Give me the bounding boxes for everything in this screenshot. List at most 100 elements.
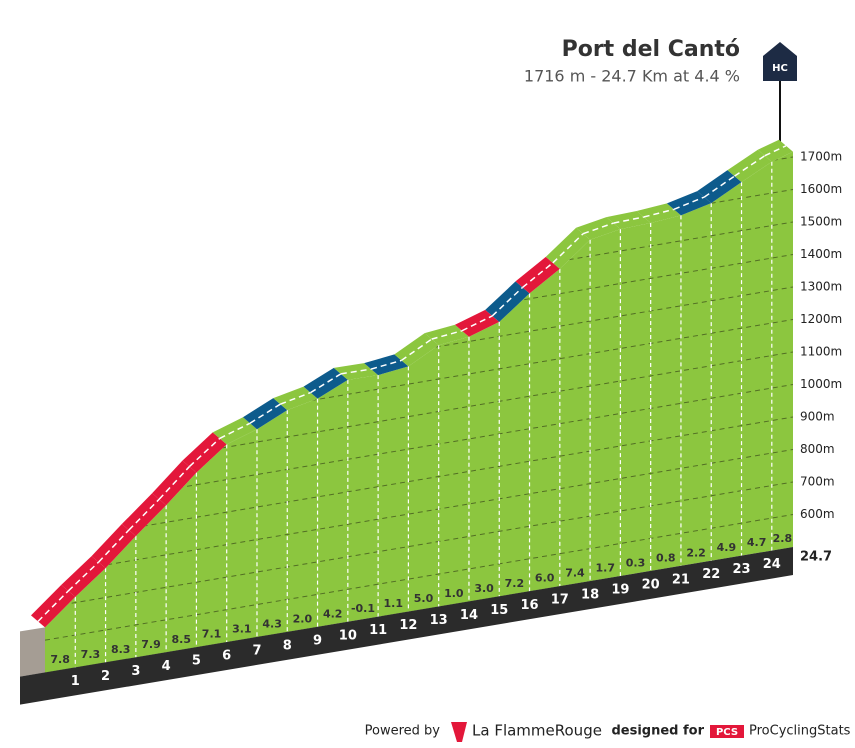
segment-dash — [461, 315, 493, 332]
category-badge — [763, 42, 797, 81]
segment-dash — [98, 529, 130, 563]
km-label: 15 — [490, 603, 508, 618]
km-label: 24 — [763, 557, 781, 572]
segment-dash — [37, 590, 69, 622]
gradient-label: 6.0 — [535, 572, 555, 585]
chart-subtitle: 1716 m - 24.7 Km at 4.4 % — [524, 67, 740, 86]
segment-dash — [764, 145, 787, 157]
distance-label: 24.7 — [800, 550, 832, 565]
segment-dash — [370, 359, 402, 370]
gradient-label: 7.4 — [565, 567, 585, 580]
y-tick-label: 1400m — [800, 247, 842, 261]
segment-dash — [158, 466, 190, 500]
segment-dash — [310, 373, 342, 394]
gradient-label: 7.2 — [505, 577, 525, 590]
gradient-label: 2.2 — [686, 546, 706, 559]
km-label: 7 — [252, 644, 261, 659]
km-label: 5 — [192, 654, 201, 669]
y-tick-label: 900m — [800, 410, 835, 424]
category-label: HC — [772, 63, 788, 74]
km-label: 23 — [732, 562, 750, 577]
footer-powered: Powered by — [365, 724, 441, 739]
grid-line — [45, 514, 793, 641]
km-label: 18 — [581, 588, 599, 603]
segment-dash — [643, 208, 675, 218]
grid-line — [45, 416, 793, 544]
segment-dash — [249, 403, 281, 424]
gradient-label: 1.0 — [444, 587, 464, 600]
y-tick-label: 1600m — [800, 182, 842, 196]
km-label: 12 — [399, 618, 417, 633]
segment-dash — [67, 561, 100, 592]
km-label: 22 — [702, 567, 720, 582]
gradient-label: 4.7 — [747, 536, 767, 549]
gradient-label: 7.8 — [50, 653, 70, 666]
segment-dash — [673, 196, 705, 211]
front-face — [20, 627, 45, 677]
y-tick-label: 600m — [800, 507, 835, 521]
gradient-label: 3.0 — [474, 582, 494, 595]
gradient-label: 0.8 — [656, 551, 676, 564]
gradient-label: 8.3 — [111, 643, 131, 656]
km-label: 11 — [369, 623, 387, 638]
profile: 600m 700m 800m 900m 1000m 1100m 1200m 1300m 1400… — [20, 139, 842, 705]
segment-dash — [734, 155, 766, 177]
segment-dash — [400, 338, 433, 362]
km-label: 2 — [101, 669, 110, 684]
chart-title: Port del Cantó — [562, 37, 740, 62]
gradient-label: 0.3 — [626, 556, 646, 569]
km-label: 21 — [672, 572, 690, 587]
segment-dash — [279, 391, 311, 405]
segment-dash — [431, 330, 463, 340]
segment-dash — [491, 286, 524, 317]
km-label: 6 — [222, 649, 231, 664]
gradient-label: 7.9 — [141, 638, 161, 651]
km-label: 16 — [520, 598, 538, 613]
footer-brand: La FlammeRouge — [472, 722, 602, 740]
segment-dash — [703, 175, 735, 198]
brand-icon — [451, 722, 467, 742]
gradient-label: 7.3 — [81, 648, 101, 661]
gradient-label: 1.1 — [384, 597, 404, 610]
km-label: 4 — [162, 659, 171, 674]
grid-line — [45, 449, 793, 576]
pcs-label: PCS — [716, 727, 738, 738]
segment-dash — [340, 368, 372, 375]
segment-dash — [219, 422, 251, 440]
km-label: 20 — [642, 577, 660, 592]
km-label: 19 — [611, 582, 629, 597]
y-tick-label: 1500m — [800, 215, 842, 229]
km-label: 3 — [131, 664, 140, 679]
gradient-segment — [212, 417, 257, 445]
y-tick-label: 800m — [800, 442, 835, 456]
footer-designed: designed for — [611, 724, 704, 739]
gradient-label: 4.9 — [717, 541, 737, 554]
gradient-label: 7.1 — [202, 628, 222, 641]
segment-dash — [188, 437, 221, 468]
y-tick-label: 700m — [800, 475, 835, 489]
gradient-label: 5.0 — [414, 592, 434, 605]
gradient-label: 3.1 — [232, 623, 252, 636]
segment-dash — [613, 216, 644, 224]
gradient-label: 8.5 — [172, 633, 192, 646]
gradient-label: 2.0 — [293, 612, 313, 625]
km-label: 13 — [430, 613, 448, 628]
surface — [45, 151, 793, 673]
segment-dash — [128, 498, 160, 531]
km-label: 1 — [71, 674, 80, 689]
gradient-label: 2.8 — [773, 532, 793, 545]
km-label: 14 — [460, 608, 478, 623]
gradient-segment — [273, 386, 318, 411]
gradient-label: 1.7 — [595, 562, 615, 575]
segment-dash — [522, 262, 554, 289]
base-strip — [20, 547, 793, 705]
gradient-segment — [666, 191, 712, 216]
footer-site: ProCyclingStats — [749, 724, 851, 739]
grid-line — [45, 481, 793, 609]
segment-dash — [552, 233, 584, 264]
y-tick-label: 1700m — [800, 150, 842, 164]
gradient-label: -0.1 — [351, 602, 375, 615]
gradient-segment — [576, 217, 621, 240]
km-label: 8 — [283, 638, 292, 653]
